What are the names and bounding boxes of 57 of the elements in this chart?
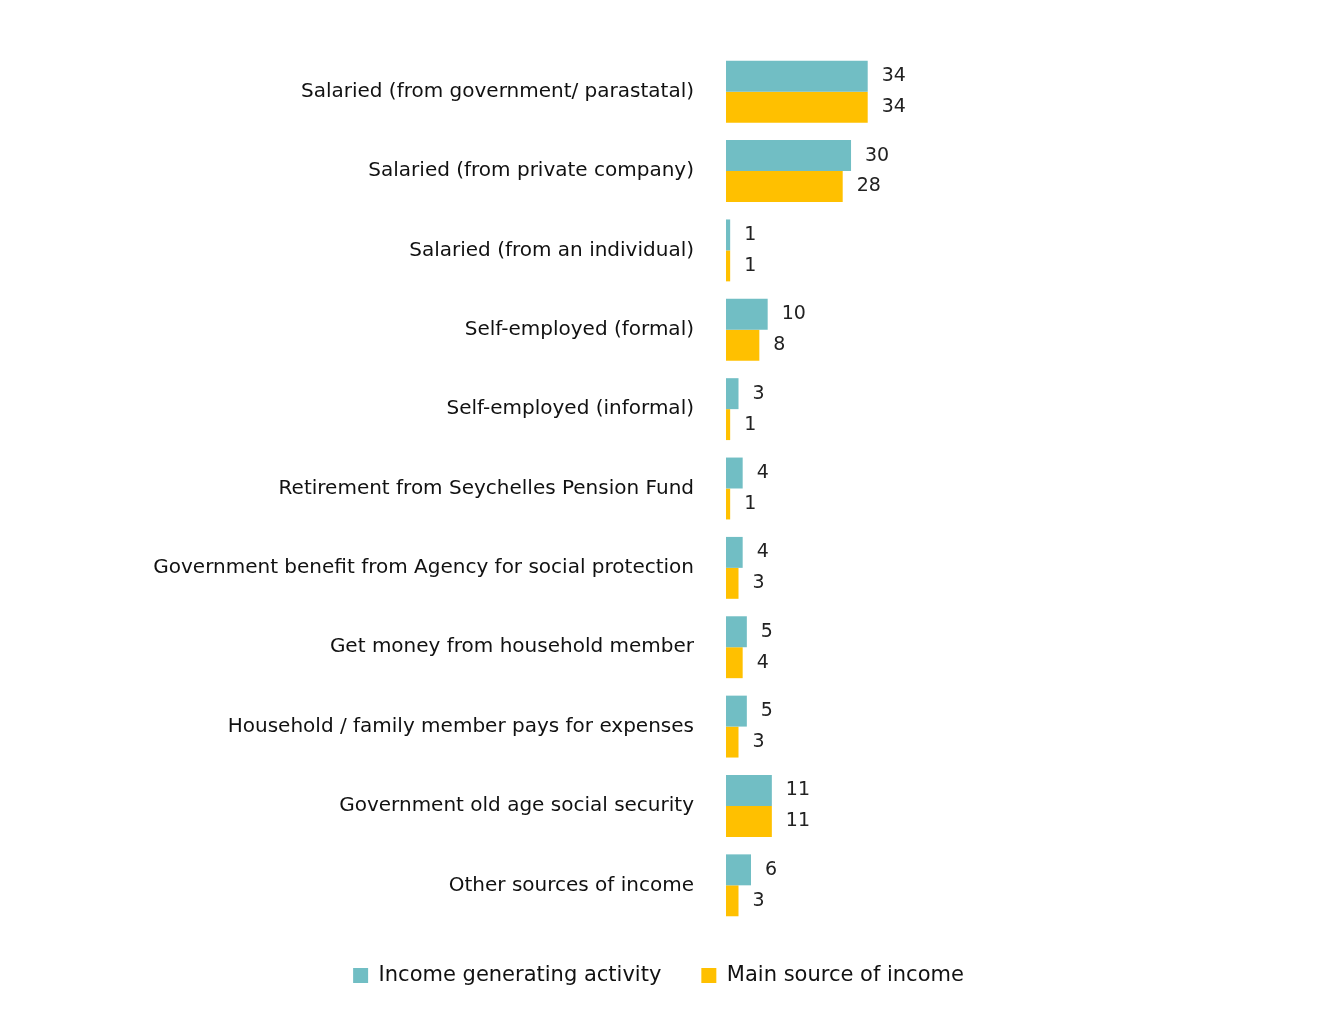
- data-label: 3: [752, 570, 765, 593]
- bar: [726, 409, 731, 441]
- bar: [726, 219, 731, 251]
- y-tick-label: Household / family member pays for expenses: [227, 712, 694, 737]
- data-label: 1: [744, 411, 757, 434]
- data-label: 11: [785, 777, 811, 800]
- data-label: 10: [781, 301, 806, 324]
- data-label: 1: [744, 490, 757, 513]
- data-label: 3: [752, 380, 765, 403]
- bar: [726, 805, 772, 837]
- bar: [726, 536, 743, 568]
- y-tick-label: Other sources of income: [448, 871, 694, 896]
- data-label: 5: [760, 698, 773, 721]
- bar: [726, 854, 752, 886]
- y-tick-label: Salaried (from an individual): [409, 236, 694, 261]
- bar: [726, 329, 760, 361]
- bar: [726, 250, 731, 282]
- bar: [726, 726, 739, 758]
- data-label: 4: [756, 649, 769, 672]
- bar: [726, 171, 843, 202]
- data-label: 5: [760, 618, 773, 641]
- bar: [726, 775, 772, 806]
- data-label: 34: [881, 63, 906, 86]
- bar: [726, 647, 743, 679]
- legend-label: Main source of income: [726, 961, 964, 986]
- bar: [726, 91, 868, 123]
- data-label: 11: [785, 808, 811, 831]
- bar: [726, 457, 743, 489]
- data-label: 1: [744, 252, 757, 275]
- bar: [726, 695, 747, 727]
- data-label: 30: [865, 142, 890, 165]
- y-tick-label: Self-employed (formal): [464, 315, 694, 340]
- bar: [726, 378, 739, 410]
- data-label: 4: [756, 539, 769, 562]
- y-tick-label: Government old age social security: [339, 792, 695, 817]
- bar: [726, 60, 868, 92]
- bar: [726, 488, 731, 520]
- data-label: 28: [856, 173, 881, 196]
- data-label: 3: [752, 887, 765, 910]
- data-label: 1: [744, 221, 757, 244]
- bar: [726, 885, 739, 917]
- data-label: 4: [756, 459, 769, 482]
- y-tick-label: Get money from household member: [329, 633, 695, 658]
- data-label: 8: [773, 332, 786, 355]
- data-label: 3: [752, 729, 765, 751]
- bar: [726, 616, 747, 648]
- data-label: 34: [881, 94, 906, 117]
- bar: [726, 140, 852, 172]
- legend-label: Income generating activity: [378, 961, 662, 986]
- bar: [726, 567, 739, 599]
- y-tick-label: Salaried (from private company): [368, 157, 694, 182]
- y-tick-label: Self-employed (informal): [446, 395, 694, 420]
- y-tick-label: Salaried (from government/ parastatal): [300, 77, 694, 102]
- data-label: 6: [765, 856, 778, 879]
- y-tick-label: Government benefit from Agency for social protection: [153, 554, 694, 579]
- bar: [726, 298, 768, 330]
- y-tick-label: Retirement from Seychelles Pension Fund: [278, 474, 694, 499]
